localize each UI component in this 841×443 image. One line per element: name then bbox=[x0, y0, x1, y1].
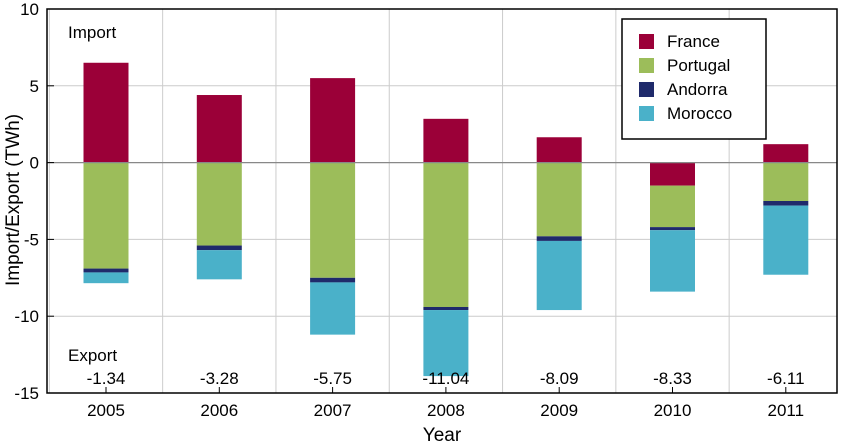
legend-label-france: France bbox=[667, 32, 720, 51]
x-tick-label: 2007 bbox=[314, 401, 352, 420]
x-tick-label: 2008 bbox=[427, 401, 465, 420]
export-annotation: Export bbox=[68, 346, 117, 365]
legend-swatch-morocco bbox=[639, 106, 654, 121]
x-tick-label: 2009 bbox=[540, 401, 578, 420]
net-value-label: -8.09 bbox=[540, 369, 579, 388]
bar-andorra-2009 bbox=[536, 236, 582, 241]
net-value-label: -11.04 bbox=[422, 369, 469, 388]
bar-morocco-2007 bbox=[310, 282, 356, 335]
net-value-label: -5.75 bbox=[313, 369, 352, 388]
y-tick-label: 5 bbox=[30, 77, 39, 96]
x-tick-label: 2005 bbox=[87, 401, 125, 420]
bar-andorra-2011 bbox=[763, 201, 809, 206]
bar-portugal-2008 bbox=[423, 162, 469, 307]
bar-portugal-2007 bbox=[310, 162, 356, 278]
tick-labels: 10 5 0 -5 -10 -15 2005 -1.34 2006 -3.28 2007 -5.75 2… bbox=[14, 0, 804, 420]
axis-ticks bbox=[47, 8, 787, 394]
legend-swatch-andorra bbox=[639, 82, 654, 97]
bar-morocco-2005 bbox=[83, 272, 129, 284]
legend-swatch-france bbox=[639, 34, 654, 49]
bar-france-2008 bbox=[423, 118, 469, 163]
bar-france-2007 bbox=[310, 78, 356, 163]
bar-france-2010 bbox=[650, 162, 695, 186]
legend-swatch-portugal bbox=[639, 58, 654, 73]
legend: France Portugal Andorra Morocco bbox=[621, 18, 767, 140]
net-value-label: -3.28 bbox=[200, 369, 239, 388]
bar-france-2011 bbox=[763, 144, 809, 163]
net-value-label: -1.34 bbox=[87, 369, 126, 388]
x-tick-label: 2010 bbox=[654, 401, 692, 420]
bar-andorra-2010 bbox=[650, 227, 695, 231]
bars bbox=[83, 62, 809, 377]
bar-morocco-2009 bbox=[536, 240, 582, 311]
bar-portugal-2009 bbox=[536, 162, 582, 237]
plot-frame bbox=[46, 8, 838, 394]
bar-portugal-2010 bbox=[650, 185, 695, 228]
legend-label-morocco: Morocco bbox=[667, 104, 732, 123]
y-tick-label: -10 bbox=[14, 307, 39, 326]
legend-label-andorra: Andorra bbox=[667, 80, 728, 99]
import-annotation: Import bbox=[68, 23, 116, 42]
x-tick-label: 2011 bbox=[768, 401, 805, 420]
x-tick-label: 2006 bbox=[200, 401, 238, 420]
bar-andorra-2006 bbox=[196, 245, 242, 251]
bar-portugal-2011 bbox=[763, 162, 809, 201]
bar-portugal-2006 bbox=[196, 162, 242, 246]
bar-andorra-2008 bbox=[423, 306, 469, 311]
y-tick-label: 10 bbox=[20, 0, 39, 19]
bar-morocco-2010 bbox=[650, 230, 695, 292]
x-axis-title: Year bbox=[423, 425, 462, 443]
bar-morocco-2008 bbox=[423, 310, 469, 377]
net-value-label: -6.11 bbox=[767, 369, 805, 388]
y-tick-label: 0 bbox=[30, 154, 39, 173]
net-value-label: -8.33 bbox=[653, 369, 692, 388]
y-tick-label: -15 bbox=[14, 384, 39, 403]
bar-andorra-2005 bbox=[83, 268, 129, 273]
y-axis-title: Import/Export (TWh) bbox=[3, 114, 24, 286]
bar-france-2005 bbox=[83, 62, 129, 163]
bar-morocco-2011 bbox=[763, 205, 809, 275]
bar-andorra-2007 bbox=[310, 277, 356, 283]
bar-portugal-2005 bbox=[83, 162, 129, 269]
bar-france-2006 bbox=[196, 95, 242, 163]
bar-france-2009 bbox=[536, 137, 582, 163]
bar-morocco-2006 bbox=[196, 250, 242, 280]
y-tick-label: -5 bbox=[24, 230, 39, 249]
legend-label-portugal: Portugal bbox=[667, 56, 730, 75]
